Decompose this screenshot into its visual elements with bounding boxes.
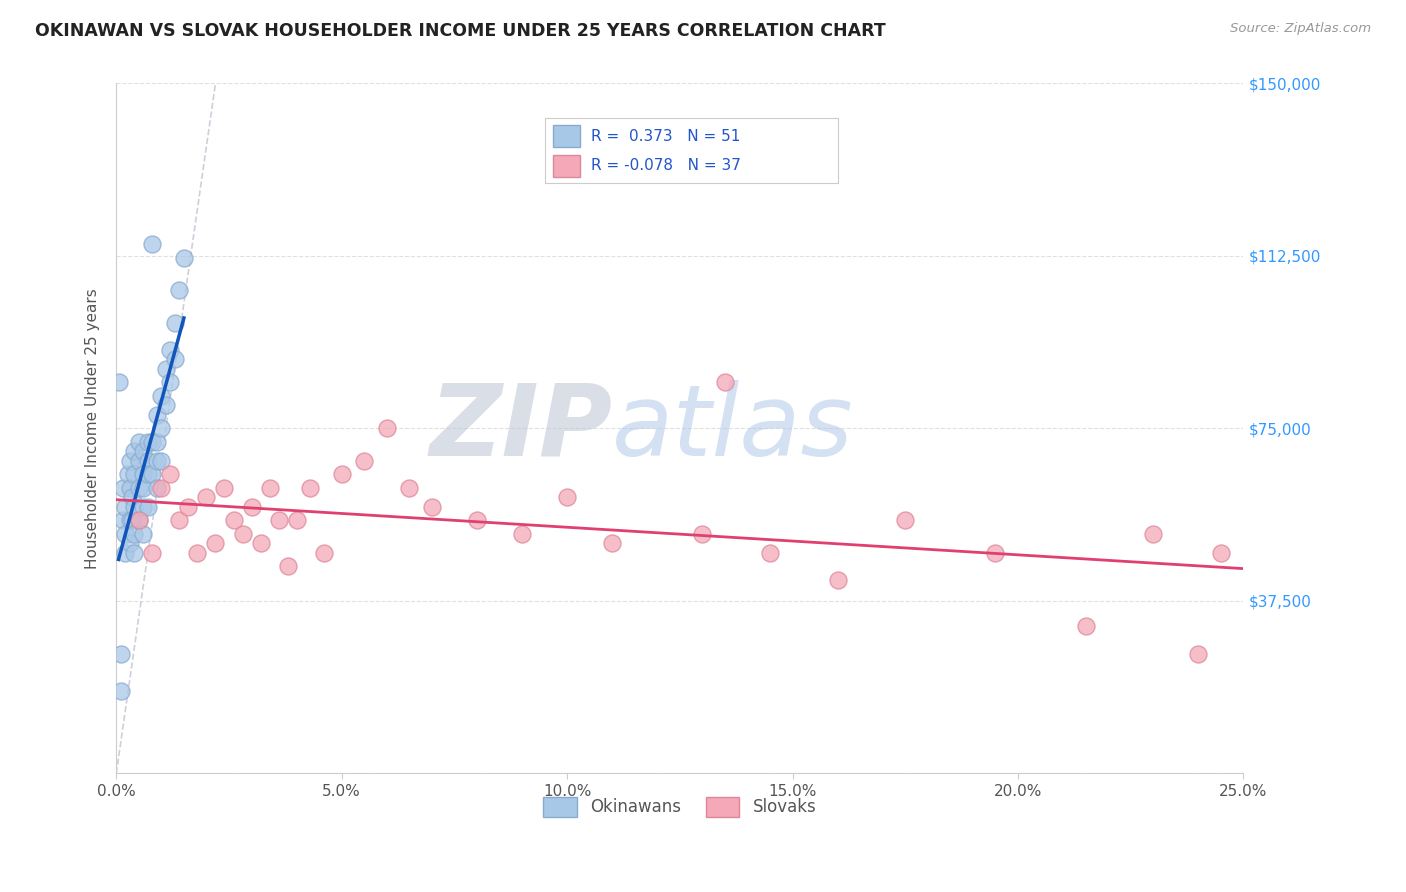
- Point: [312, 546, 335, 560]
- Point: [163, 352, 186, 367]
- Point: [195, 491, 218, 505]
- Point: [124, 444, 146, 458]
- Point: [714, 376, 737, 390]
- Point: [285, 513, 308, 527]
- Point: [155, 361, 177, 376]
- Point: [420, 500, 443, 514]
- Point: [128, 513, 150, 527]
- Point: [259, 481, 281, 495]
- Point: [136, 467, 159, 482]
- Point: [121, 491, 143, 505]
- Point: [141, 467, 163, 482]
- Point: [132, 500, 155, 514]
- Point: [177, 500, 200, 514]
- Point: [136, 435, 159, 450]
- Point: [124, 500, 146, 514]
- Point: [146, 408, 169, 422]
- Point: [118, 453, 141, 467]
- Point: [114, 527, 136, 541]
- Point: [112, 481, 135, 495]
- Point: [124, 546, 146, 560]
- Point: [118, 481, 141, 495]
- Point: [169, 284, 191, 298]
- Point: [117, 467, 139, 482]
- Point: [114, 546, 136, 560]
- Point: [398, 481, 420, 495]
- Text: OKINAWAN VS SLOVAK HOUSEHOLDER INCOME UNDER 25 YEARS CORRELATION CHART: OKINAWAN VS SLOVAK HOUSEHOLDER INCOME UN…: [35, 22, 886, 40]
- Point: [894, 513, 917, 527]
- Point: [267, 513, 290, 527]
- Point: [510, 527, 533, 541]
- Point: [107, 376, 129, 390]
- Point: [1142, 527, 1164, 541]
- Point: [231, 527, 253, 541]
- Point: [141, 435, 163, 450]
- Point: [128, 513, 150, 527]
- Point: [114, 500, 136, 514]
- Point: [141, 237, 163, 252]
- Point: [150, 481, 173, 495]
- Point: [555, 491, 578, 505]
- Text: atlas: atlas: [612, 380, 853, 477]
- Point: [169, 513, 191, 527]
- Point: [128, 453, 150, 467]
- Point: [124, 467, 146, 482]
- Point: [150, 389, 173, 403]
- Point: [692, 527, 714, 541]
- Point: [984, 546, 1007, 560]
- Point: [173, 252, 195, 266]
- Point: [118, 536, 141, 550]
- Point: [204, 536, 226, 550]
- Point: [159, 376, 181, 390]
- Point: [146, 435, 169, 450]
- Point: [132, 444, 155, 458]
- Point: [155, 399, 177, 413]
- Point: [159, 467, 181, 482]
- Point: [146, 453, 169, 467]
- Point: [222, 513, 245, 527]
- Point: [132, 481, 155, 495]
- Point: [136, 453, 159, 467]
- Point: [150, 453, 173, 467]
- Point: [110, 683, 132, 698]
- Point: [112, 513, 135, 527]
- Point: [121, 513, 143, 527]
- Point: [110, 647, 132, 661]
- Point: [277, 559, 299, 574]
- Text: ZIP: ZIP: [429, 380, 612, 477]
- Point: [600, 536, 623, 550]
- Point: [214, 481, 236, 495]
- Point: [141, 546, 163, 560]
- Point: [375, 421, 398, 435]
- Point: [299, 481, 322, 495]
- Point: [128, 481, 150, 495]
- Point: [124, 527, 146, 541]
- Point: [353, 453, 375, 467]
- Point: [465, 513, 488, 527]
- Point: [186, 546, 208, 560]
- Y-axis label: Householder Income Under 25 years: Householder Income Under 25 years: [86, 288, 100, 569]
- Point: [759, 546, 782, 560]
- Point: [150, 421, 173, 435]
- Point: [1074, 619, 1097, 633]
- Point: [163, 316, 186, 330]
- Point: [128, 435, 150, 450]
- Point: [159, 343, 181, 358]
- Text: Source: ZipAtlas.com: Source: ZipAtlas.com: [1230, 22, 1371, 36]
- Point: [827, 573, 849, 587]
- Point: [118, 513, 141, 527]
- Point: [1209, 546, 1232, 560]
- Point: [132, 467, 155, 482]
- Point: [240, 500, 263, 514]
- Point: [330, 467, 353, 482]
- Point: [146, 481, 169, 495]
- Point: [249, 536, 271, 550]
- Legend: Okinawans, Slovaks: Okinawans, Slovaks: [537, 790, 823, 823]
- Point: [1187, 647, 1209, 661]
- Point: [132, 527, 155, 541]
- Point: [136, 500, 159, 514]
